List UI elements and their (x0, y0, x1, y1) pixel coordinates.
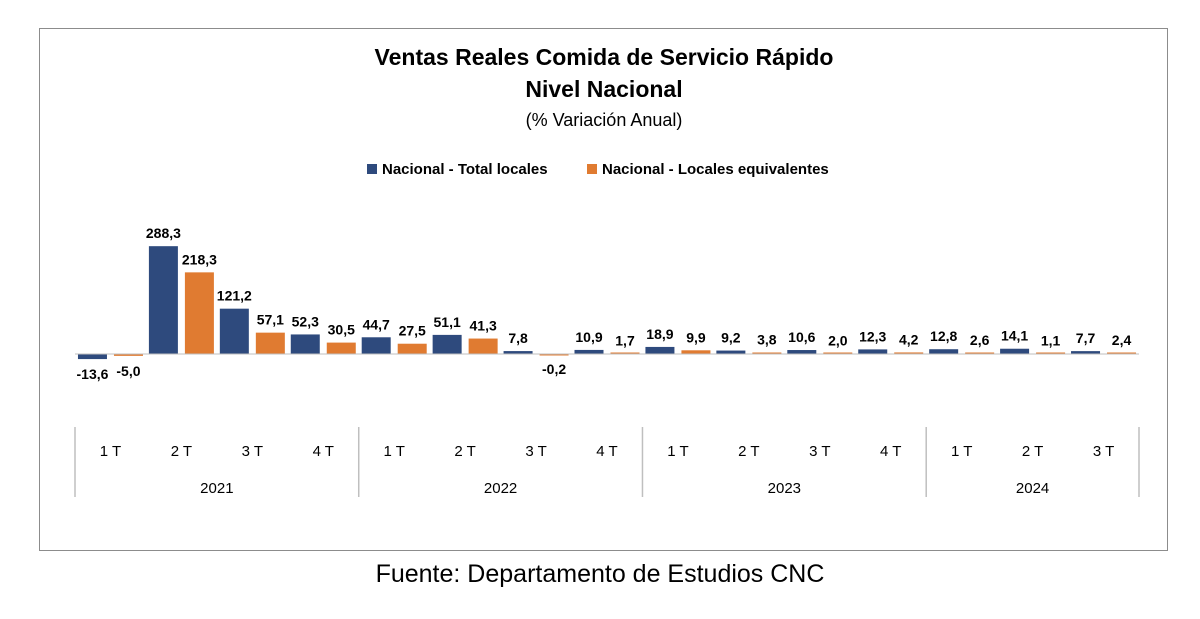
data-label-s1-6: 51,1 (434, 314, 461, 330)
bar-s1-7 (503, 351, 533, 354)
bar-s1-6 (432, 334, 462, 354)
chart-frame: Ventas Reales Comida de Servicio Rápido … (39, 28, 1168, 551)
legend-swatch-1 (367, 164, 377, 174)
data-label-s1-5: 44,7 (363, 316, 390, 332)
data-label-s2-1: -5,0 (116, 363, 140, 379)
x-tick-label-7: 3 T (525, 443, 546, 460)
bar-s1-3 (219, 308, 249, 354)
data-label-s1-12: 12,3 (859, 328, 886, 344)
bar-s2-6 (468, 338, 498, 354)
x-tick-label-5: 1 T (383, 443, 404, 460)
bar-s2-10 (752, 352, 782, 354)
x-tick-label-9: 1 T (667, 443, 688, 460)
x-tick-label-8: 4 T (596, 443, 617, 460)
bar-s2-13 (965, 352, 995, 354)
data-label-s2-3: 57,1 (257, 312, 284, 328)
legend-swatch-2 (587, 164, 597, 174)
x-tick-label-13: 1 T (951, 443, 972, 460)
bar-s1-11 (787, 350, 817, 354)
x-group-label-1: 2021 (200, 480, 233, 497)
chart-title: Ventas Reales Comida de Servicio Rápido (375, 44, 834, 70)
bar-s1-1 (77, 354, 107, 360)
bar-s2-14 (1036, 352, 1066, 354)
data-label-s2-10: 3,8 (757, 332, 777, 348)
legend-label-2: Nacional - Locales equivalentes (602, 161, 829, 178)
bar-s1-15 (1071, 351, 1101, 354)
bar-s1-14 (1000, 348, 1030, 354)
bar-s1-12 (858, 349, 888, 354)
bar-s1-5 (361, 337, 391, 354)
data-label-s1-4: 52,3 (292, 313, 319, 329)
bar-s2-12 (894, 352, 924, 354)
bar-s2-15 (1107, 352, 1137, 354)
data-label-s2-11: 2,0 (828, 332, 848, 348)
x-axis: 1 T 2 T 3 T 4 T 1 T 2 T 3 T 4 T 1 T 2 T 3 T 4 T 1 T 2… (74, 427, 1140, 497)
data-label-s1-3: 121,2 (217, 288, 252, 304)
bar-s2-7 (539, 354, 569, 356)
x-tick-label-6: 2 T (454, 443, 475, 460)
bar-s1-8 (574, 349, 604, 354)
bar-s2-5 (397, 343, 427, 354)
bar-s2-1 (113, 354, 143, 356)
bars-layer (75, 246, 1139, 360)
data-label-s1-10: 9,2 (721, 330, 741, 346)
chart-title-line2: Nivel Nacional (525, 76, 682, 102)
bar-s2-2 (184, 272, 214, 354)
chart-subtitle: (% Variación Anual) (526, 110, 683, 130)
bar-s2-8 (610, 352, 640, 354)
x-tick-label-1: 1 T (100, 443, 121, 460)
x-tick-label-4: 4 T (313, 443, 334, 460)
bar-s2-4 (326, 342, 356, 354)
data-label-s2-5: 27,5 (399, 323, 426, 339)
bar-s2-9 (681, 350, 711, 354)
x-group-label-3: 2023 (768, 480, 801, 497)
x-tick-label-15: 3 T (1093, 443, 1114, 460)
data-label-s2-9: 9,9 (686, 329, 706, 345)
chart-legend: Nacional - Total locales Nacional - Local… (367, 161, 829, 178)
x-tick-label-3: 3 T (242, 443, 263, 460)
data-label-s2-13: 2,6 (970, 332, 990, 348)
source-note: Fuente: Departamento de Estudios CNC (375, 560, 825, 588)
data-label-s1-14: 14,1 (1001, 328, 1028, 344)
bar-s1-10 (716, 350, 746, 354)
legend-label-1: Nacional - Total locales (382, 161, 548, 178)
x-tick-label-11: 3 T (809, 443, 830, 460)
bar-s2-11 (823, 352, 853, 354)
data-label-s1-13: 12,8 (930, 328, 957, 344)
x-tick-label-10: 2 T (738, 443, 759, 460)
bar-s1-2 (148, 246, 178, 354)
x-tick-label-14: 2 T (1022, 443, 1043, 460)
bar-s1-9 (645, 346, 675, 354)
data-label-s1-11: 10,6 (788, 329, 815, 345)
bar-s1-13 (929, 349, 959, 354)
data-label-s2-7: -0,2 (542, 361, 566, 377)
data-label-s1-9: 18,9 (646, 326, 673, 342)
data-label-s1-15: 7,7 (1076, 330, 1096, 346)
data-label-s2-15: 2,4 (1112, 332, 1132, 348)
data-label-s2-8: 1,7 (615, 332, 635, 348)
chart-canvas: Ventas Reales Comida de Servicio Rápido … (74, 44, 1140, 497)
x-tick-label-12: 4 T (880, 443, 901, 460)
x-group-label-4: 2024 (1016, 480, 1049, 497)
x-tick-label-2: 2 T (171, 443, 192, 460)
data-label-s2-6: 41,3 (470, 318, 497, 334)
data-label-s1-8: 10,9 (575, 329, 602, 345)
data-label-s2-4: 30,5 (328, 322, 355, 338)
x-group-label-2: 2022 (484, 480, 517, 497)
data-label-s2-2: 218,3 (182, 251, 217, 267)
data-label-s1-7: 7,8 (508, 330, 528, 346)
data-label-s2-14: 1,1 (1041, 333, 1061, 349)
data-label-s1-1: -13,6 (77, 366, 109, 382)
bar-s1-4 (290, 334, 320, 354)
bar-s2-3 (255, 332, 285, 354)
data-label-s2-12: 4,2 (899, 331, 919, 347)
data-label-s1-2: 288,3 (146, 225, 181, 241)
